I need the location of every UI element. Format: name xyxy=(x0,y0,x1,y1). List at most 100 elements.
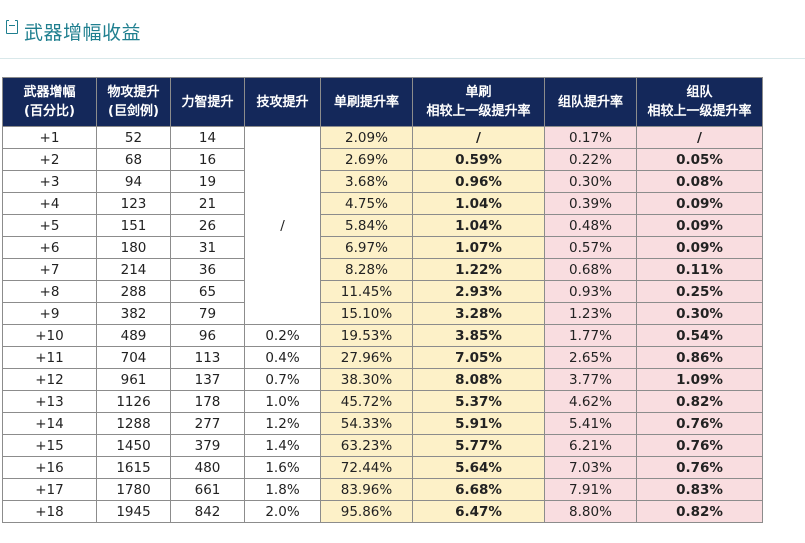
header-team: 组队提升率 xyxy=(544,77,637,127)
page-title: 武器增幅收益 xyxy=(24,22,142,44)
level-cell: +13 xyxy=(2,390,97,413)
stat-cell: 277 xyxy=(170,412,245,435)
phys-cell: 961 xyxy=(96,368,171,391)
solo-delta-cell: 6.68% xyxy=(412,478,545,501)
phys-cell: 94 xyxy=(96,170,171,193)
skill-merged-cell: / xyxy=(244,126,321,325)
team-cell: 6.21% xyxy=(544,434,637,457)
team-delta-cell: 0.11% xyxy=(636,258,763,281)
solo-cell: 83.96% xyxy=(320,478,413,501)
table-row: +2 68 16 2.69% 0.59% 0.22% 0.05% xyxy=(2,148,763,171)
phys-cell: 123 xyxy=(96,192,171,215)
solo-cell: 54.33% xyxy=(320,412,413,435)
document-icon xyxy=(6,20,18,34)
phys-cell: 1288 xyxy=(96,412,171,435)
stat-cell: 842 xyxy=(170,500,245,523)
team-delta-cell: 0.09% xyxy=(636,214,763,237)
table-row: +7 214 36 8.28% 1.22% 0.68% 0.11% xyxy=(2,258,763,281)
team-delta-cell: 0.82% xyxy=(636,390,763,413)
team-delta-cell: 0.25% xyxy=(636,280,763,303)
solo-cell: 15.10% xyxy=(320,302,413,325)
level-cell: +8 xyxy=(2,280,97,303)
skill-cell: 2.0% xyxy=(244,500,321,523)
phys-cell: 180 xyxy=(96,236,171,259)
team-cell: 0.48% xyxy=(544,214,637,237)
header-solo-delta: 单刷 相较上一级提升率 xyxy=(412,77,545,127)
solo-cell: 38.30% xyxy=(320,368,413,391)
team-cell: 0.93% xyxy=(544,280,637,303)
stat-cell: 480 xyxy=(170,456,245,479)
solo-delta-cell: 5.64% xyxy=(412,456,545,479)
level-cell: +1 xyxy=(2,126,97,149)
team-cell: 1.23% xyxy=(544,302,637,325)
phys-cell: 1945 xyxy=(96,500,171,523)
team-cell: 5.41% xyxy=(544,412,637,435)
section-header: 武器增幅收益 xyxy=(0,0,805,62)
header-phys: 物攻提升 (巨剑例) xyxy=(96,77,171,127)
solo-cell: 3.68% xyxy=(320,170,413,193)
phys-cell: 68 xyxy=(96,148,171,171)
solo-delta-cell: 0.59% xyxy=(412,148,545,171)
table-row: +15 1450 379 1.4% 63.23% 5.77% 6.21% 0.76% xyxy=(2,434,763,457)
phys-cell: 52 xyxy=(96,126,171,149)
solo-delta-cell: 2.93% xyxy=(412,280,545,303)
solo-cell: 63.23% xyxy=(320,434,413,457)
table-row: +4 123 21 4.75% 1.04% 0.39% 0.09% xyxy=(2,192,763,215)
table-row: +16 1615 480 1.6% 72.44% 5.64% 7.03% 0.76% xyxy=(2,456,763,479)
stat-cell: 178 xyxy=(170,390,245,413)
team-cell: 4.62% xyxy=(544,390,637,413)
solo-delta-cell: 1.04% xyxy=(412,192,545,215)
level-cell: +18 xyxy=(2,500,97,523)
level-cell: +7 xyxy=(2,258,97,281)
table-row: +8 288 65 11.45% 2.93% 0.93% 0.25% xyxy=(2,280,763,303)
phys-cell: 1450 xyxy=(96,434,171,457)
solo-cell: 6.97% xyxy=(320,236,413,259)
level-cell: +4 xyxy=(2,192,97,215)
phys-cell: 288 xyxy=(96,280,171,303)
solo-cell: 45.72% xyxy=(320,390,413,413)
phys-cell: 214 xyxy=(96,258,171,281)
team-cell: 0.22% xyxy=(544,148,637,171)
header-level: 武器增幅 (百分比) xyxy=(2,77,97,127)
solo-cell: 72.44% xyxy=(320,456,413,479)
phys-cell: 151 xyxy=(96,214,171,237)
skill-cell: 1.8% xyxy=(244,478,321,501)
upgrade-benefit-table: 武器增幅 (百分比) 物攻提升 (巨剑例) 力智提升 技攻提升 单刷提升率 单刷 相较… xyxy=(2,77,763,523)
stat-cell: 14 xyxy=(170,126,245,149)
team-cell: 0.17% xyxy=(544,126,637,149)
solo-delta-cell: 0.96% xyxy=(412,170,545,193)
solo-delta-cell: 3.85% xyxy=(412,324,545,347)
solo-delta-cell: / xyxy=(412,126,545,149)
team-cell: 7.03% xyxy=(544,456,637,479)
solo-cell: 11.45% xyxy=(320,280,413,303)
skill-cell: 1.2% xyxy=(244,412,321,435)
table-row: +1 52 14/2.09%/0.17% / xyxy=(2,126,763,325)
phys-cell: 489 xyxy=(96,324,171,347)
stat-cell: 96 xyxy=(170,324,245,347)
team-cell: 0.57% xyxy=(544,236,637,259)
table-row: +11 704 113 0.4% 27.96% 7.05% 2.65% 0.86% xyxy=(2,346,763,369)
table-row: +5 151 26 5.84% 1.04% 0.48% 0.09% xyxy=(2,214,763,237)
solo-delta-cell: 1.07% xyxy=(412,236,545,259)
solo-cell: 8.28% xyxy=(320,258,413,281)
team-delta-cell: 0.76% xyxy=(636,434,763,457)
solo-delta-cell: 5.37% xyxy=(412,390,545,413)
skill-cell: 1.6% xyxy=(244,456,321,479)
level-cell: +9 xyxy=(2,302,97,325)
level-cell: +14 xyxy=(2,412,97,435)
solo-delta-cell: 8.08% xyxy=(412,368,545,391)
table-row: +18 1945 842 2.0% 95.86% 6.47% 8.80% 0.82% xyxy=(2,500,763,523)
team-cell: 2.65% xyxy=(544,346,637,369)
solo-cell: 95.86% xyxy=(320,500,413,523)
stat-cell: 36 xyxy=(170,258,245,281)
stat-cell: 113 xyxy=(170,346,245,369)
stat-cell: 31 xyxy=(170,236,245,259)
stat-cell: 79 xyxy=(170,302,245,325)
team-delta-cell: 0.54% xyxy=(636,324,763,347)
level-cell: +12 xyxy=(2,368,97,391)
phys-cell: 1126 xyxy=(96,390,171,413)
phys-cell: 1615 xyxy=(96,456,171,479)
table-row: +3 94 19 3.68% 0.96% 0.30% 0.08% xyxy=(2,170,763,193)
team-cell: 3.77% xyxy=(544,368,637,391)
phys-cell: 704 xyxy=(96,346,171,369)
